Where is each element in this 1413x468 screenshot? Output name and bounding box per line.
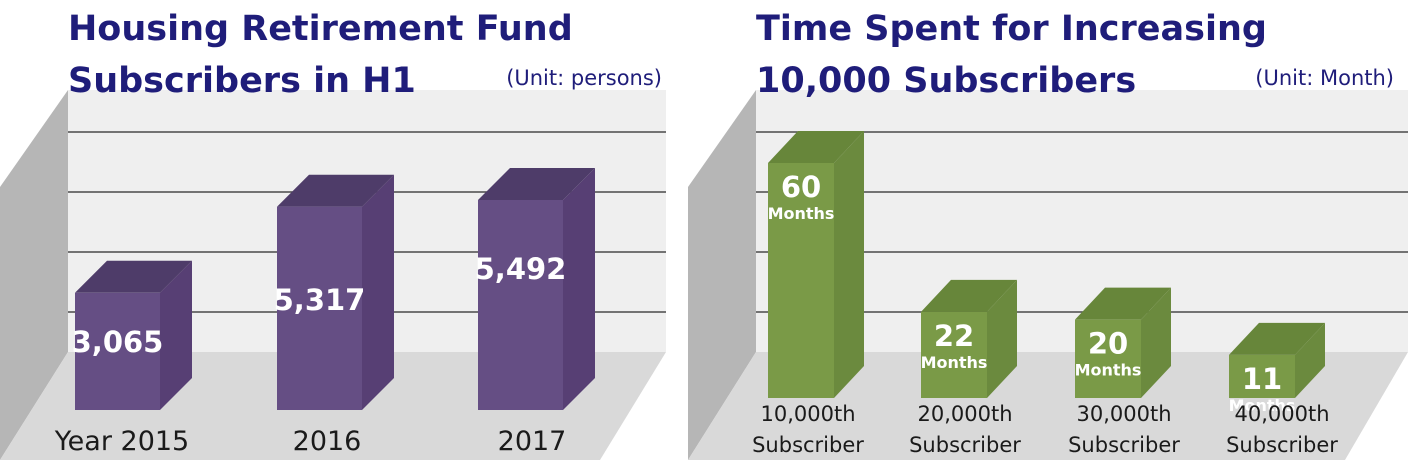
chart2-floor	[688, 352, 1408, 460]
chart2-bar	[1075, 287, 1171, 398]
chart2-unit: (Unit: Month)	[1255, 66, 1394, 90]
chart2-title-line2: 10,000 Subscribers	[756, 61, 1136, 101]
chart2-left-wall	[688, 90, 756, 460]
chart2-category-label: 30,000th	[1076, 402, 1171, 426]
chart2-bar-side	[987, 279, 1017, 398]
chart2-category-label: 10,000th	[760, 402, 855, 426]
chart2-bar-unit-label: Months	[768, 204, 835, 223]
chart2-category-label: Subscriber	[752, 433, 864, 457]
chart1-bar-value-label: 3,065	[72, 325, 164, 359]
chart1-bars: 3,065 5,317 5,492 Year 2015 2016 2017	[54, 168, 595, 457]
chart2-gridlines	[756, 131, 1408, 313]
chart1-unit: (Unit: persons)	[506, 66, 662, 90]
chart1-bar-side	[563, 168, 595, 410]
chart2-bar-front	[768, 163, 834, 398]
chart2-bar-top	[1229, 322, 1325, 355]
chart1-bar	[75, 260, 192, 410]
chart2-bar-top	[921, 279, 1017, 312]
chart1-bar-value-label: 5,492	[475, 252, 567, 286]
chart1-left-wall	[0, 90, 68, 460]
chart2-category-label: Subscriber	[1068, 433, 1180, 457]
chart1-bar	[277, 174, 394, 410]
chart2-bar-front	[1229, 354, 1295, 398]
chart1-category-label: 2017	[498, 426, 567, 457]
chart1-bar-top	[75, 260, 192, 293]
chart2-bar-value-label: 20	[1088, 327, 1128, 361]
chart1-bar-front	[75, 292, 160, 410]
chart2-bar	[921, 279, 1017, 398]
chart2-bar	[768, 131, 864, 398]
chart2-bar-front	[921, 311, 987, 398]
chart2-back-wall	[756, 90, 1408, 352]
chart2-bar-unit-label: Months	[921, 353, 988, 372]
chart1-bar-top	[478, 168, 595, 200]
chart1-title-line2: Subscribers in H1	[68, 61, 416, 101]
chart1-category-label: 2016	[293, 426, 362, 457]
chart2-bar-top	[768, 131, 864, 163]
chart1-bar-front	[277, 206, 362, 410]
chart2-bar-unit-label: Months	[1229, 396, 1296, 415]
chart1-bar-side	[362, 174, 394, 410]
chart1-title-line1: Housing Retirement Fund	[68, 9, 573, 49]
chart2-category-label: 40,000th	[1234, 402, 1329, 426]
chart1-bar-side	[160, 260, 192, 410]
chart2-category-label: Subscriber	[1226, 433, 1338, 457]
chart1-category-label: Year 2015	[54, 426, 189, 457]
chart2-title-line1: Time Spent for Increasing	[756, 9, 1267, 49]
chart2-bar-top	[1075, 287, 1171, 320]
chart2-bar-side	[1141, 287, 1171, 398]
chart1-bar-front	[478, 200, 563, 410]
chart2-bar-side	[1295, 322, 1325, 398]
chart2-bar-value-label: 11	[1242, 362, 1282, 396]
chart2-bar-side	[834, 131, 864, 398]
chart2-bar-value-label: 60	[781, 170, 821, 204]
chart2-category-label: Subscriber	[909, 433, 1021, 457]
chart1-bar-value-label: 5,317	[274, 283, 366, 317]
chart2-backdrop	[688, 90, 1408, 460]
chart2-category-label: 20,000th	[917, 402, 1012, 426]
chart1-bar	[478, 168, 595, 410]
chart2-bar-unit-label: Months	[1075, 361, 1142, 380]
chart1-bar-top	[277, 174, 394, 207]
chart2-bar-value-label: 22	[934, 319, 974, 353]
chart2-bar	[1229, 322, 1325, 398]
chart2-bar-front	[1075, 319, 1141, 398]
